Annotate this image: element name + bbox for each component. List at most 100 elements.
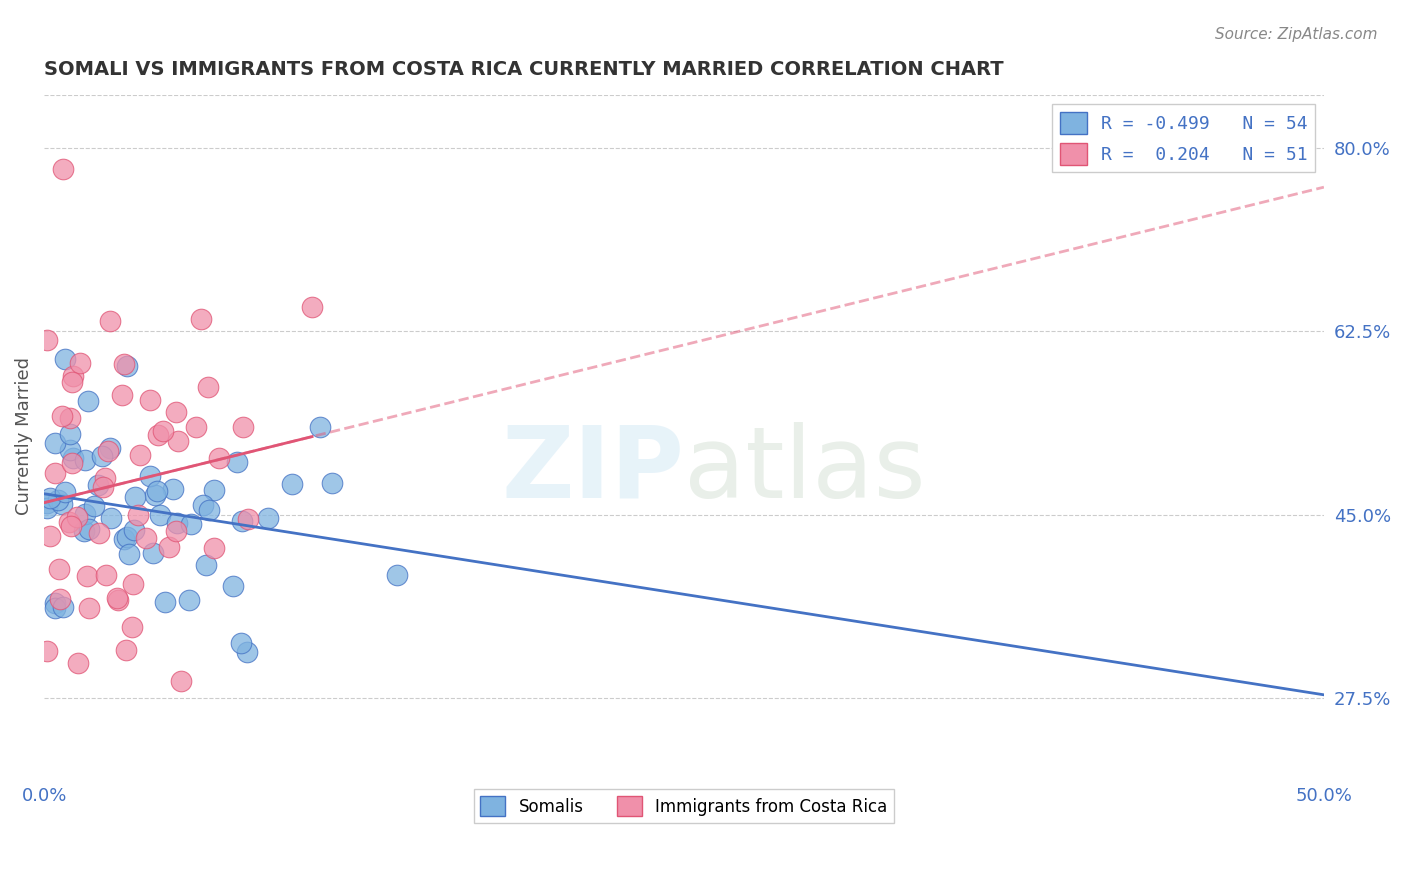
Point (98, 441, 121, 455)
Point (73, 524, 96, 538)
Point (165, 405, 187, 419)
Point (236, 645, 259, 659)
Point (139, 469, 162, 483)
Point (62, 368, 84, 383)
Point (387, 568, 409, 582)
Point (67, 657, 90, 671)
Point (60, 456, 83, 470)
Point (37, 333, 59, 347)
Point (66, 510, 89, 524)
Point (143, 488, 166, 502)
Legend: Somalis, Immigrants from Costa Rica: Somalis, Immigrants from Costa Rica (474, 789, 894, 823)
Text: Source: ZipAtlas.com: Source: ZipAtlas.com (1215, 27, 1378, 42)
Point (226, 455, 249, 469)
Point (59, 519, 82, 533)
Point (59, 427, 82, 442)
Point (112, 532, 135, 546)
Point (152, 424, 174, 438)
Point (55, 352, 77, 367)
Point (97, 444, 120, 458)
Point (142, 546, 165, 560)
Point (58, 516, 80, 530)
Point (89, 525, 111, 540)
Point (197, 380, 219, 394)
Point (44, 596, 66, 610)
Point (58, 442, 80, 457)
Point (127, 508, 149, 523)
Point (114, 643, 136, 657)
Point (94, 568, 117, 582)
Point (76, 568, 98, 582)
Point (193, 498, 215, 512)
Point (38, 491, 60, 505)
Point (44, 466, 66, 480)
Point (49, 591, 72, 606)
Point (146, 428, 169, 442)
Point (73, 452, 96, 467)
Point (257, 511, 280, 525)
Point (166, 516, 188, 531)
Text: SOMALI VS IMMIGRANTS FROM COSTA RICA CURRENTLY MARRIED CORRELATION CHART: SOMALI VS IMMIGRANTS FROM COSTA RICA CUR… (44, 60, 1004, 78)
Point (48, 561, 70, 575)
Point (232, 420, 254, 434)
Point (115, 359, 138, 373)
Point (281, 476, 304, 491)
Point (135, 531, 157, 545)
Point (221, 579, 243, 593)
Point (35, 500, 58, 515)
Point (83, 499, 105, 513)
Point (39, 529, 62, 543)
Point (231, 514, 253, 528)
Point (321, 475, 343, 490)
Point (129, 449, 152, 463)
Point (122, 577, 145, 591)
Point (197, 503, 219, 517)
Point (100, 510, 122, 524)
Point (146, 483, 169, 498)
Point (46, 493, 69, 508)
Point (51, 497, 73, 511)
Point (162, 483, 184, 497)
Point (184, 420, 207, 434)
Point (149, 508, 172, 523)
Point (35, 496, 58, 510)
Point (79, 523, 101, 537)
Point (124, 490, 146, 504)
Point (238, 512, 260, 526)
Point (107, 592, 129, 607)
Point (77, 393, 100, 408)
Point (90, 449, 112, 463)
Y-axis label: Currently Married: Currently Married (15, 357, 32, 516)
Point (115, 530, 138, 544)
Point (231, 636, 253, 650)
Point (52, 600, 75, 615)
Point (37, 644, 59, 658)
Point (166, 434, 188, 448)
Point (62, 450, 84, 465)
Point (301, 300, 323, 314)
Point (75, 507, 97, 521)
Point (69, 356, 91, 370)
Point (91, 480, 114, 494)
Point (208, 451, 231, 466)
Point (77, 601, 100, 615)
Point (122, 523, 145, 537)
Point (138, 392, 160, 407)
Point (111, 388, 134, 402)
Point (118, 548, 141, 562)
Point (52, 161, 75, 176)
Text: ZIP: ZIP (501, 422, 683, 519)
Point (44, 435, 66, 450)
Point (308, 419, 330, 434)
Point (98, 314, 121, 328)
Point (202, 483, 225, 498)
Point (44, 601, 66, 615)
Point (53, 485, 76, 500)
Point (190, 311, 212, 326)
Point (121, 620, 143, 634)
Point (94, 471, 117, 485)
Point (153, 594, 176, 608)
Point (112, 357, 135, 371)
Point (51, 409, 73, 423)
Point (177, 593, 200, 607)
